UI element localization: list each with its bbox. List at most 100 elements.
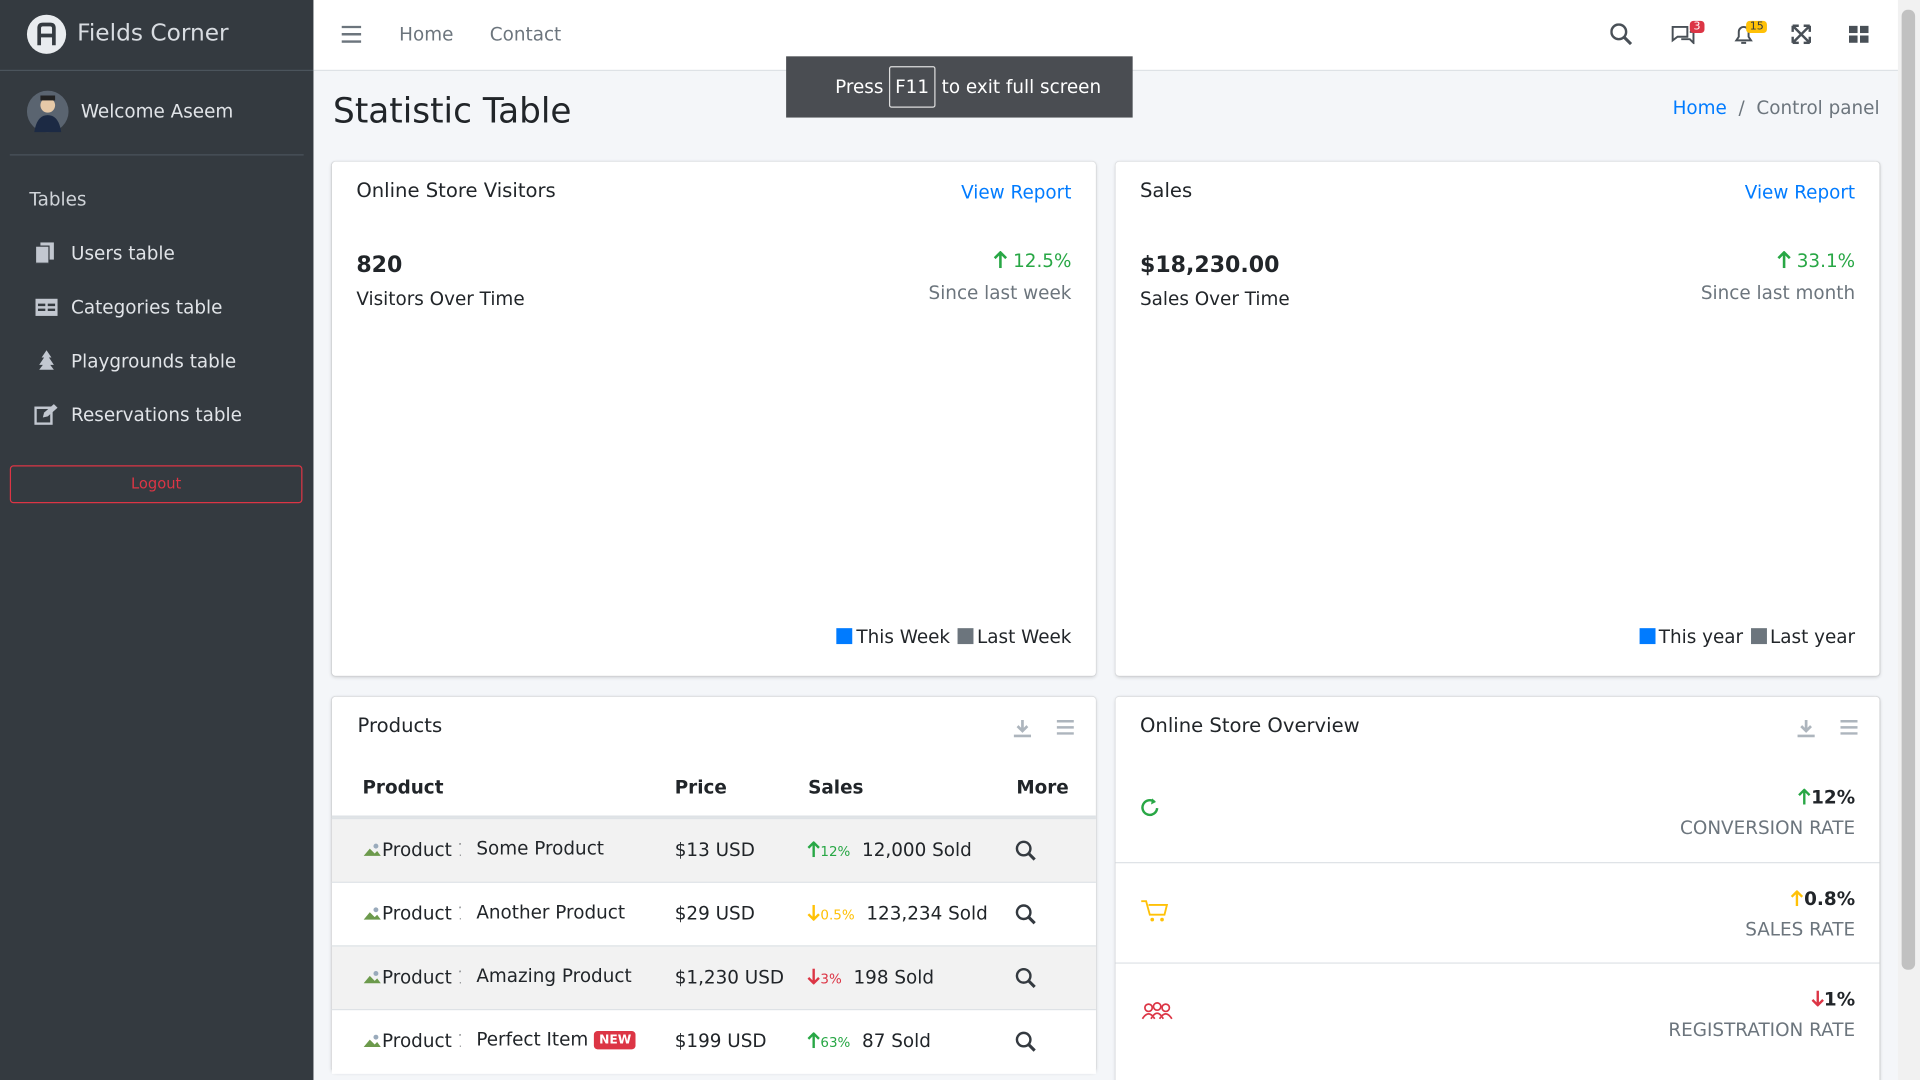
change-text: 12.5% xyxy=(1013,249,1072,272)
apps-icon[interactable] xyxy=(1848,25,1869,43)
overview-label: SALES RATE xyxy=(1745,918,1856,941)
brand-logo xyxy=(26,14,67,54)
product-name: Amazing Product xyxy=(476,965,631,987)
table-row: Product 1 Another Product $29 USD 0.5% 1… xyxy=(331,881,1096,947)
stat-label: Visitors Over Time xyxy=(356,287,525,310)
stat-label: Sales Over Time xyxy=(1140,287,1290,310)
table-row: Product 1 Perfect Item NEW $199 USD 63% … xyxy=(331,1008,1096,1074)
view-report-link[interactable]: View Report xyxy=(961,181,1072,204)
page-title: Statistic Table xyxy=(333,90,572,132)
sales-sold: 123,234 Sold xyxy=(866,902,988,925)
more-icon[interactable] xyxy=(1015,840,1036,861)
product-name: Another Product xyxy=(476,901,625,923)
trend-arrow xyxy=(807,904,820,922)
card-title: Sales xyxy=(1140,178,1193,203)
table-row: Product 1 Amazing Product $1,230 USD 3% … xyxy=(331,945,1096,1011)
search-icon[interactable] xyxy=(1610,23,1633,46)
stat-change: 33.1% xyxy=(1776,250,1855,272)
product-image: Product 1 xyxy=(362,966,460,988)
product-price: $199 USD xyxy=(674,1029,767,1052)
legend: This year Last year xyxy=(1632,626,1855,648)
legend-item: Last Week xyxy=(950,626,1071,648)
sidebar-link[interactable]: Reservations table xyxy=(34,403,242,426)
brand-name: Fields Corner xyxy=(77,19,229,47)
download-icon[interactable] xyxy=(1013,719,1033,739)
view-report-link[interactable]: View Report xyxy=(1744,181,1856,204)
image-alt: Product 1 xyxy=(382,902,460,925)
trend-arrow xyxy=(1791,889,1804,907)
sales-sold: 87 Sold xyxy=(862,1029,931,1052)
notifications-icon[interactable] xyxy=(1733,23,1755,45)
nav-link[interactable]: Contact xyxy=(489,23,562,46)
overview-change: 0.8% xyxy=(1791,888,1855,910)
stat-value: 820 xyxy=(356,252,403,278)
product-name: Some Product xyxy=(476,838,604,860)
breadcrumb-link[interactable]: Home xyxy=(1672,96,1727,119)
scrollbar xyxy=(1897,0,1920,1080)
trend-arrow xyxy=(807,968,820,985)
legend-swatch xyxy=(836,628,853,645)
nav-link[interactable]: Home xyxy=(399,23,454,46)
legend-item: This year xyxy=(1632,626,1743,648)
menu-icon[interactable] xyxy=(1840,720,1858,735)
table-header: Sales xyxy=(808,776,864,799)
stat-since: Since last week xyxy=(928,281,1072,304)
toast-text: to exit full screen xyxy=(941,75,1102,98)
overview-icon xyxy=(1141,1002,1173,1020)
more-icon[interactable] xyxy=(1015,967,1036,989)
fullscreen-icon[interactable] xyxy=(1791,24,1812,45)
image-alt: Product 1 xyxy=(382,966,460,989)
download-icon[interactable] xyxy=(1796,719,1816,739)
image-alt: Product 1 xyxy=(382,1029,460,1052)
product-name: Perfect Item NEW xyxy=(476,1028,637,1051)
more-icon[interactable] xyxy=(1015,1031,1036,1052)
overview-change-text: 1% xyxy=(1823,988,1856,1011)
overview-item: 1% REGISTRATION RATE xyxy=(1115,962,1880,1064)
sidebar-link[interactable]: Users table xyxy=(34,241,175,264)
overview-label: CONVERSION RATE xyxy=(1680,816,1856,839)
legend-swatch xyxy=(957,628,974,645)
sidebar-link-text: Categories table xyxy=(71,296,223,319)
sales-change: 12% xyxy=(820,843,851,860)
menu-toggle[interactable] xyxy=(341,25,362,43)
overview-change: 12% xyxy=(1798,786,1855,808)
more-icon[interactable] xyxy=(1015,904,1036,925)
trend-arrow xyxy=(807,1031,820,1049)
legend-swatch xyxy=(1750,628,1767,645)
stat-change: 12.5% xyxy=(993,249,1072,272)
products-card: Products Product Price Sales More Product 1… xyxy=(331,696,1096,1074)
legend: This Week Last Week xyxy=(829,626,1071,648)
product-name-text: Perfect Item xyxy=(476,1028,589,1051)
image-alt: Product 1 xyxy=(382,838,460,861)
user-name[interactable]: Welcome Aseem xyxy=(80,100,234,123)
nav-header: Tables xyxy=(29,188,87,211)
legend-label: This year xyxy=(1658,625,1744,648)
card-title: Products xyxy=(357,713,443,738)
overview-label: REGISTRATION RATE xyxy=(1668,1018,1856,1041)
product-price: $13 USD xyxy=(674,838,755,861)
sidebar-link-text: Reservations table xyxy=(71,404,242,427)
change-text: 33.1% xyxy=(1796,249,1856,272)
table-row: Product 1 Some Product $13 USD 12% 12,00… xyxy=(331,817,1096,883)
user-avatar xyxy=(26,90,69,133)
menu-icon[interactable] xyxy=(1056,720,1074,735)
sales-change: 0.5% xyxy=(820,907,855,924)
overview-item: 12% CONVERSION RATE xyxy=(1116,762,1880,862)
stat-value: $18,230.00 xyxy=(1140,252,1280,278)
card-title: Online Store Visitors xyxy=(356,178,556,203)
toast-key: F11 xyxy=(888,66,936,108)
trend-arrow xyxy=(1798,788,1811,805)
overview-change: 1% xyxy=(1810,988,1855,1010)
sidebar-link[interactable]: Playgrounds table xyxy=(34,349,236,372)
new-badge: NEW xyxy=(594,1031,637,1050)
notifications-badge: 15 xyxy=(1746,20,1768,34)
logout-button[interactable]: Logout xyxy=(9,465,303,504)
trend-arrow xyxy=(807,840,820,858)
sidebar-link[interactable]: Categories table xyxy=(34,295,222,318)
product-image: Product 1 xyxy=(362,902,460,924)
product-name-text: Another Product xyxy=(476,901,626,924)
sidebar-link-text: Playgrounds table xyxy=(71,350,237,373)
sidebar-link-text: Users table xyxy=(71,242,175,265)
